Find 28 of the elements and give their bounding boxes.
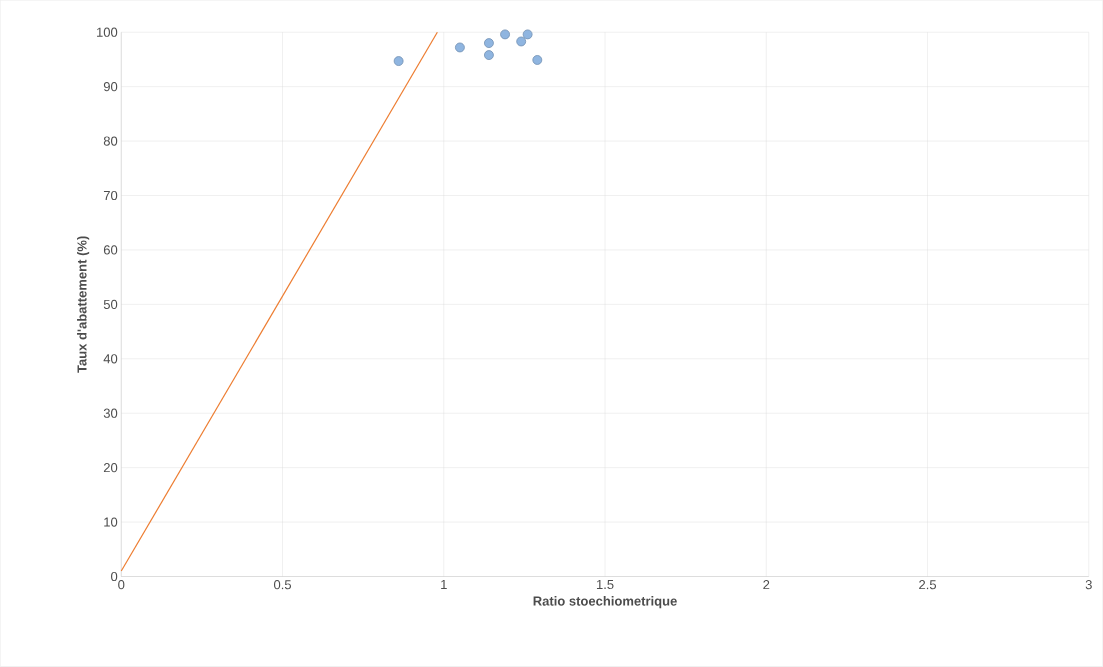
x-tick-label: 1 bbox=[441, 580, 447, 590]
x-tick-label: 3 bbox=[1085, 580, 1092, 590]
point bbox=[500, 29, 510, 40]
y-tick-label: 40 bbox=[103, 354, 118, 364]
x-tick-label: 2.5 bbox=[919, 580, 937, 590]
x-tick-label: 0.5 bbox=[273, 580, 292, 590]
x-axis-title: Ratio stoechiometrique bbox=[533, 596, 677, 609]
y-tick-label: 80 bbox=[103, 136, 118, 146]
y-tick-label: 30 bbox=[103, 408, 118, 418]
x-tick-label: 2 bbox=[763, 580, 770, 590]
y-tick-label: 100 bbox=[97, 27, 118, 37]
y-tick-label: 20 bbox=[103, 463, 118, 473]
y-tick-label: 60 bbox=[103, 245, 118, 255]
x-tick-label: 1.5 bbox=[596, 580, 614, 590]
y-tick-label: 50 bbox=[103, 299, 118, 310]
point bbox=[522, 29, 533, 40]
y-axis-title: Taux d'abattement (%) bbox=[77, 236, 90, 373]
y-tick-label: 10 bbox=[104, 517, 118, 527]
point bbox=[455, 42, 465, 53]
x-tick-label: 0 bbox=[118, 580, 125, 590]
y-tick-label: 0 bbox=[111, 572, 118, 582]
point bbox=[484, 38, 494, 49]
y-tick-label: 90 bbox=[103, 82, 118, 92]
point bbox=[532, 55, 543, 65]
point bbox=[393, 56, 404, 67]
point bbox=[516, 36, 527, 47]
y-tick-label: 70 bbox=[103, 191, 118, 201]
point bbox=[484, 50, 494, 61]
